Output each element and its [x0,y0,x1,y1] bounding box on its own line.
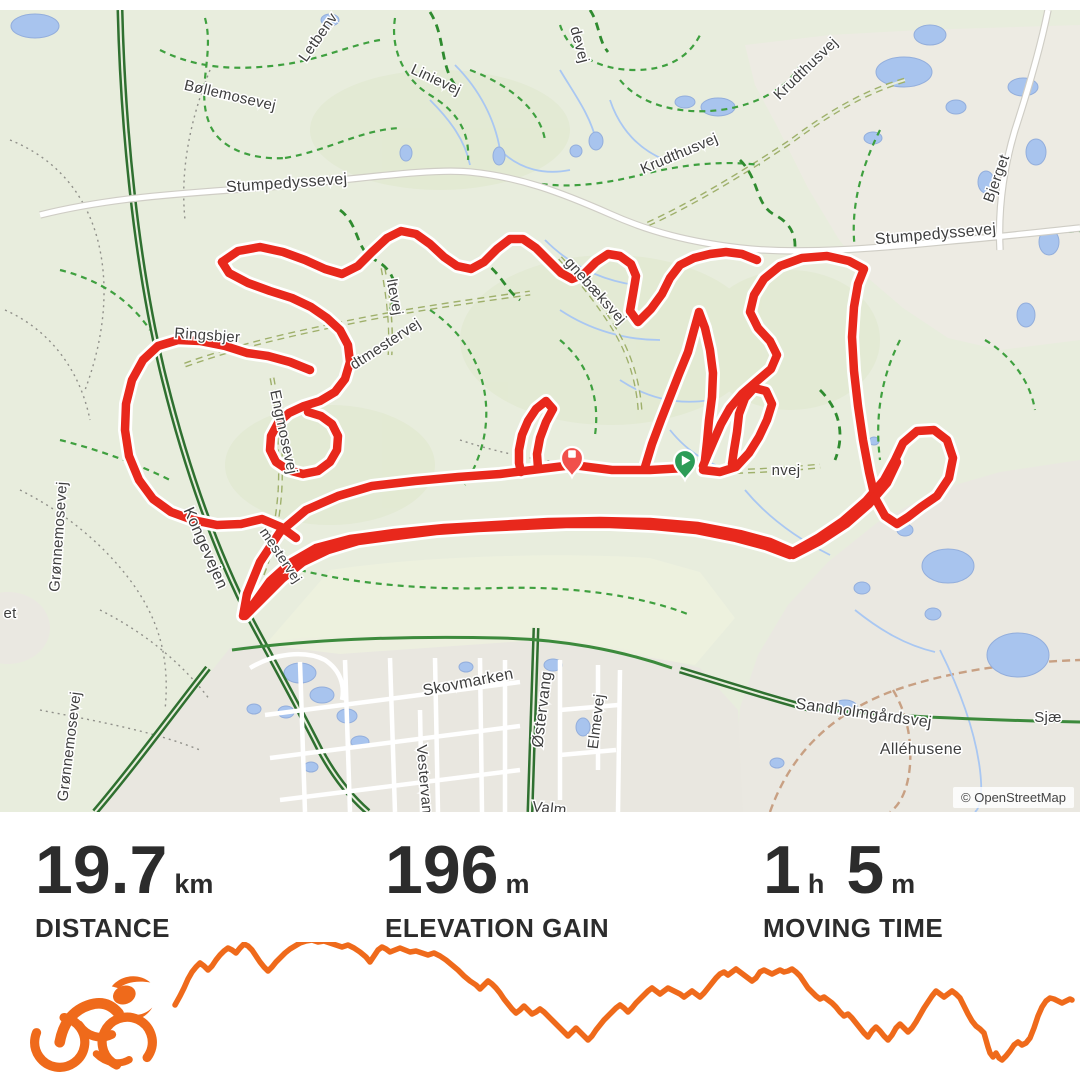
map-label: Sjæ [1034,709,1062,726]
route-markers [559,445,698,483]
white-road-layer [39,10,1080,812]
stat-block: 19.7 km DISTANCE [35,836,213,944]
stat-value: 196 m [385,836,609,904]
stat-block: 1 h 5 m MOVING TIME [763,836,943,944]
elevation-profile-chart [172,942,1075,1063]
cyclist-icon [30,976,157,1072]
route-path [120,335,315,543]
stat-number: 19.7 [35,832,168,908]
finish-marker-icon [559,445,585,480]
stat-unit: km [174,869,214,899]
stat-unit: m [505,869,530,899]
gps-route [118,224,960,623]
stat-unit: h [807,869,825,899]
bottom-band [0,942,1080,1080]
stat-unit: m [891,869,916,899]
osm-attribution[interactable]: © OpenStreetMap [953,787,1074,808]
stat-value: 19.7 km [35,836,213,904]
route-map[interactable]: Letbenv devej Bøllemosevej Linievej Stumpedy… [0,10,1080,812]
start-marker-icon [672,448,698,483]
route-path [640,307,718,472]
elevation-line [172,942,1075,1063]
ride-stats: 19.7 km DISTANCE 196 m ELEVATION GAIN 1 h 5 m MOVI… [0,812,1080,944]
stat-block: 196 m ELEVATION GAIN [385,836,609,944]
route-path [240,519,795,621]
map-label: Alléhusene [880,741,962,758]
route-path [238,251,958,621]
route-path [217,257,355,479]
route-path [217,226,762,327]
stat-number: 5 [846,832,885,908]
route-path [698,383,777,477]
map-label: nvej [772,462,801,479]
stat-label: ELEVATION GAIN [385,913,610,943]
town-street-grid [248,651,623,812]
water-layer [10,13,1060,773]
track-road-layer [768,658,1080,812]
route-path [514,396,558,477]
map-label: Valm [532,798,568,812]
stat-number: 1 [763,832,801,908]
route-path [788,457,902,560]
stat-label: MOVING TIME [763,913,944,943]
map-label: et [3,605,17,622]
stat-number: 196 [385,832,499,908]
stat-label: DISTANCE [35,913,170,943]
